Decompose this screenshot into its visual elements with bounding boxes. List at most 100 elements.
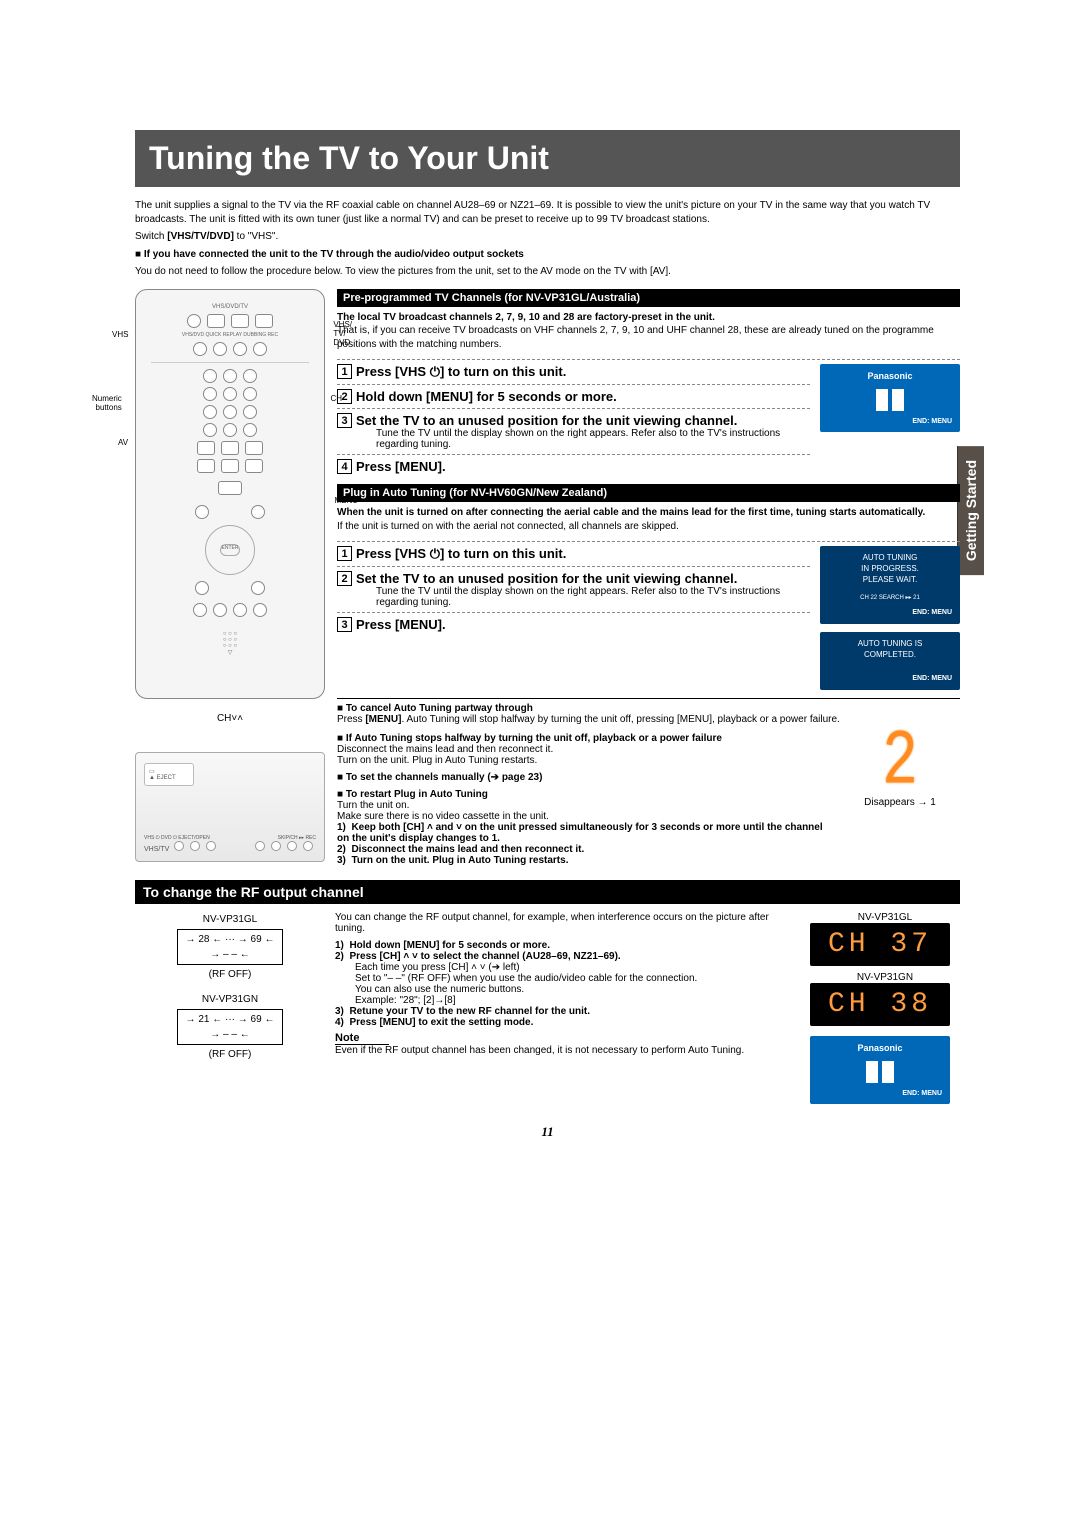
- step-b3-title: Press [MENU].: [356, 617, 446, 632]
- seg-a-model: NV-VP31GL: [810, 912, 960, 923]
- right-column: Pre-programmed TV Channels (for NV-VP31G…: [337, 289, 960, 866]
- remote-label-av: AV: [118, 438, 128, 447]
- rf-diagrams: NV-VP31GL → 28 ← ··· → 69 ←→ – – ← (RF O…: [135, 912, 325, 1062]
- step-a3-title: Set the TV to an unused position for the…: [356, 413, 737, 428]
- big-2-display: 2 Disappears → 1: [840, 733, 960, 808]
- tv-screen-b2: AUTO TUNING IS COMPLETED. END: MENU: [820, 632, 960, 690]
- rf-b-off: (RF OFF): [135, 1047, 325, 1062]
- note-cancel-hdr: ■ To cancel Auto Tuning partway through: [337, 703, 533, 714]
- rf-b-l: 21: [198, 1014, 209, 1025]
- seg-a-val: CH 37: [810, 923, 950, 966]
- intro-p2-pre: Switch: [135, 231, 167, 242]
- rf-b-r: 69: [251, 1014, 262, 1025]
- note-halt-hdr: ■ If Auto Tuning stops halfway by turnin…: [337, 733, 722, 744]
- step-a2-title: Hold down [MENU] for 5 seconds or more.: [356, 389, 617, 404]
- note-restart-hdr: ■ To restart Plug in Auto Tuning: [337, 789, 488, 800]
- c-step3: Retune your TV to the new RF channel for…: [349, 1006, 590, 1017]
- tv-a-end: END: MENU: [828, 417, 952, 427]
- intro-p2-bold: [VHS/TV/DVD]: [167, 231, 234, 242]
- intro-p1: The unit supplies a signal to the TV via…: [135, 199, 960, 226]
- page-number: 11: [135, 1124, 960, 1140]
- note-cancel-pre: Press: [337, 714, 365, 725]
- rf-b-model: NV-VP31GN: [135, 992, 325, 1007]
- note-halt-l1: Disconnect the mains lead and then recon…: [337, 744, 830, 755]
- tv-screen-a: Panasonic END: MENU: [820, 364, 960, 432]
- front-panel-ch-label: CH˅˄: [135, 713, 325, 724]
- intro-bullet-bold: ■ If you have connected the unit to the …: [135, 249, 524, 260]
- rf-a-l: 28: [198, 934, 209, 945]
- section-a-header: Pre-programmed TV Channels (for NV-VP31G…: [337, 289, 960, 307]
- front-panel-illustration: ▭▲ EJECT VHS ⏻ DVD ⏻ EJECT/OPENSKIP/CH ▸…: [135, 752, 325, 862]
- remote-label-ch: CH: [330, 394, 342, 403]
- note-cancel-bold: [MENU]: [365, 714, 401, 725]
- step-a1-num: 1: [337, 364, 352, 379]
- step-a3-num: 3: [337, 413, 352, 428]
- tv-b1-l2: IN PROGRESS.: [828, 563, 952, 574]
- section-b-header: Plug in Auto Tuning (for NV-HV60GN/New Z…: [337, 484, 960, 502]
- step-a1-title: Press [VHS ⏻] to turn on this unit.: [356, 364, 566, 380]
- step-a4-num: 4: [337, 459, 352, 474]
- page: Tuning the TV to Your Unit The unit supp…: [0, 0, 1080, 1180]
- note-restart-s3: Turn on the unit. Plug in Auto Tuning re…: [351, 855, 568, 866]
- c-note-hdr: Note: [335, 1032, 389, 1045]
- tv-c-brand: Panasonic: [818, 1042, 942, 1055]
- c-step2-sub3: Example: "28"; [2]→[8]: [335, 995, 800, 1006]
- step-a4-title: Press [MENU].: [356, 459, 446, 474]
- step-b2-num: 2: [337, 571, 352, 586]
- step-b2-body: Tune the TV until the display shown on t…: [356, 586, 810, 608]
- section-c-intro: You can change the RF output channel, fo…: [335, 912, 800, 934]
- section-b-lead-body: If the unit is turned on with the aerial…: [337, 521, 679, 532]
- remote-illustration: VHS VHS/ TV/ DVD CH Numeric buttons AV M…: [135, 289, 325, 699]
- page-title: Tuning the TV to Your Unit: [135, 130, 960, 187]
- rf-a-model: NV-VP31GL: [135, 912, 325, 927]
- c-step4: Press [MENU] to exit the setting mode.: [349, 1017, 533, 1028]
- rf-a-r: 69: [251, 934, 262, 945]
- note-restart-s2: Disconnect the mains lead and then recon…: [351, 844, 584, 855]
- section-c-body: You can change the RF output channel, fo…: [335, 912, 800, 1056]
- c-step2: Press [CH] ˄ ˅ to select the channel (AU…: [349, 951, 620, 962]
- tv-b2-l1: AUTO TUNING IS: [828, 638, 952, 649]
- big2-glyph: 2: [882, 724, 918, 802]
- note-restart-l2: Make sure there is no video cassette in …: [337, 811, 830, 822]
- remote-label-vhstvdvd: VHS/ TV/ DVD: [333, 320, 352, 347]
- tv-b1-l1: AUTO TUNING: [828, 552, 952, 563]
- tv-b1-l4: CH 22 SEARCH ▸▸ 21: [828, 594, 952, 602]
- c-note-body: Even if the RF output channel has been c…: [335, 1045, 800, 1056]
- section-c-header: To change the RF output channel: [135, 880, 960, 904]
- seg-b-val: CH 38: [810, 983, 950, 1026]
- remote-label-vhs: VHS: [112, 330, 128, 339]
- step-b3-num: 3: [337, 617, 352, 632]
- note-restart-l1: Turn the unit on.: [337, 800, 830, 811]
- tv-b2-l3: END: MENU: [828, 674, 952, 684]
- left-column: VHS VHS/ TV/ DVD CH Numeric buttons AV M…: [135, 289, 325, 866]
- step-b1-num: 1: [337, 546, 352, 561]
- remote-label-menu: MENU: [334, 496, 358, 505]
- intro-p2-post: to "VHS".: [234, 231, 278, 242]
- c-step2-sub1: Set to "– –" (RF OFF) when you use the a…: [335, 973, 800, 984]
- tv-c-end: END: MENU: [818, 1089, 942, 1099]
- intro-p2: Switch [VHS/TV/DVD] to "VHS".: [135, 230, 960, 244]
- step-b2-title: Set the TV to an unused position for the…: [356, 571, 737, 586]
- remote-label-numeric: Numeric buttons: [92, 394, 122, 412]
- tv-screen-c: Panasonic END: MENU: [810, 1036, 950, 1104]
- step-b1-title: Press [VHS ⏻] to turn on this unit.: [356, 546, 566, 562]
- rf-a-off: (RF OFF): [135, 967, 325, 982]
- intro-bullet-body: You do not need to follow the procedure …: [135, 265, 960, 279]
- step-a3-body: Tune the TV until the display shown on t…: [356, 428, 810, 450]
- section-c-displays: NV-VP31GL CH 37 NV-VP31GN CH 38 Panasoni…: [810, 912, 960, 1104]
- seg-b-model: NV-VP31GN: [810, 972, 960, 983]
- note-restart-s1: Keep both [CH] ˄ and ˅ on the unit press…: [337, 822, 823, 844]
- remote-top-labels: VHS/DVD/TV: [212, 304, 248, 310]
- c-step1: Hold down [MENU] for 5 seconds or more.: [349, 940, 550, 951]
- tv-a-brand: Panasonic: [828, 370, 952, 383]
- note-halt-l2: Turn on the unit. Plug in Auto Tuning re…: [337, 755, 830, 766]
- section-a-lead-body: That is, if you can receive TV broadcast…: [337, 325, 934, 350]
- note-manual-hdr: ■ To set the channels manually (➔ page 2…: [337, 772, 542, 783]
- c-step2-sub2: You can also use the numeric buttons.: [335, 984, 800, 995]
- intro-bullet: ■ If you have connected the unit to the …: [135, 248, 960, 262]
- tv-b2-l2: COMPLETED.: [828, 649, 952, 660]
- tv-b1-l5: END: MENU: [828, 608, 952, 618]
- tv-b1-l3: PLEASE WAIT.: [828, 574, 952, 585]
- section-a-lead-bold: The local TV broadcast channels 2, 7, 9,…: [337, 312, 715, 323]
- tv-screen-b1: AUTO TUNING IN PROGRESS. PLEASE WAIT. CH…: [820, 546, 960, 624]
